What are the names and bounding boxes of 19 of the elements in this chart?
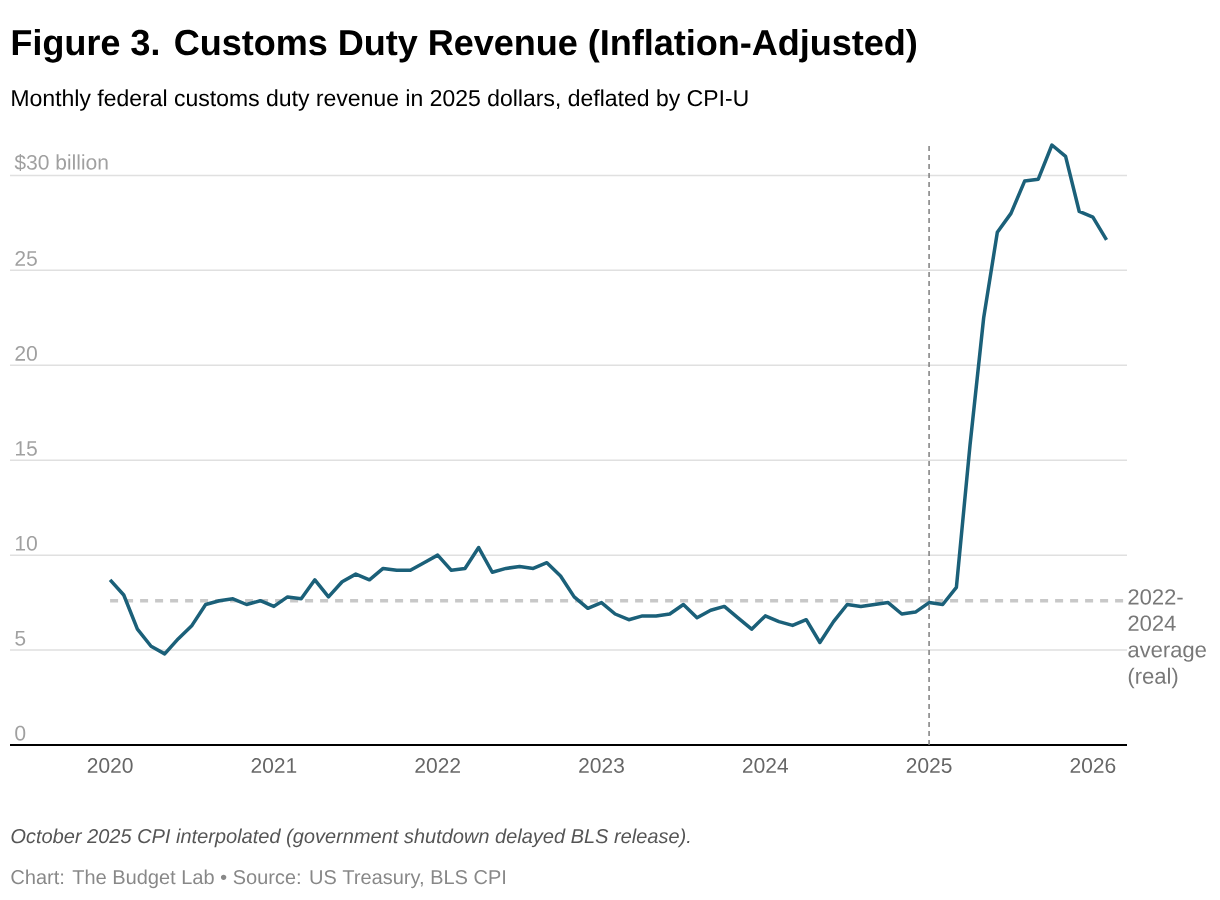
y-tick-label: 5: [15, 631, 26, 646]
y-tick-label: 0: [15, 725, 26, 741]
x-tick-label: 2026: [1070, 758, 1116, 773]
chart-subtitle: Monthly federal customs duty revenue in 2025 dollars, deflated by CPI-U: [12, 89, 748, 111]
y-tick-label: 10: [16, 535, 37, 551]
x-tick-label: 2025: [906, 758, 952, 773]
y-tick-label: 20: [15, 346, 37, 361]
y-tick-label: $30 billion: [14, 154, 108, 171]
chart-title: Figure 3. Customs Duty Revenue (Inflation-Adjusted): [12, 28, 916, 63]
ref-line-label: 2022-2024 average (real): [1128, 589, 1206, 689]
x-tick-label: 2023: [579, 758, 624, 773]
text: October 2025 CPI interpolated (government shutdown delayed BLS release).: [11, 828, 690, 848]
y-tick-label: 15: [16, 441, 37, 456]
x-tick-label: 2021: [251, 758, 297, 773]
x-tick-label: 2020: [87, 758, 133, 773]
text: Chart: The Budget Lab • Source: US Treasury, BLS CPI: [11, 869, 505, 889]
x-tick-label: 2022: [415, 758, 460, 773]
y-tick-label: 25: [15, 251, 37, 266]
x-tick-label: 2024: [743, 758, 788, 773]
